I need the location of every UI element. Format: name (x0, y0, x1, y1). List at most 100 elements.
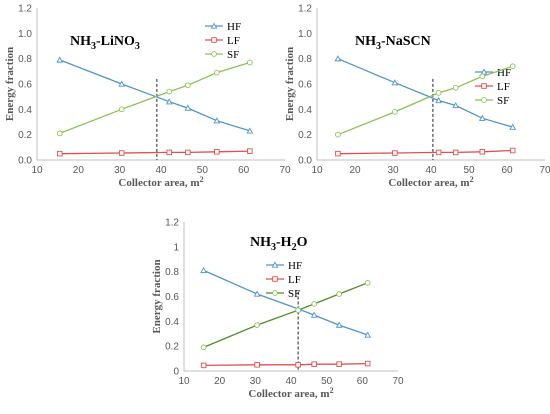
data-point-lf (364, 360, 371, 367)
x-axis-label: Collector area, m2 (388, 175, 473, 189)
x-tick-label: 30 (114, 165, 126, 176)
data-point-sf (185, 82, 191, 89)
x-axis-label-sup: 2 (200, 175, 204, 184)
chart-title: NH3-LiNO3 (70, 34, 140, 52)
data-point-lf (336, 361, 342, 367)
data-point-lf (392, 150, 398, 156)
y-tick-label: 0.2 (298, 130, 312, 141)
y-axis-label: Energy fraction (284, 47, 296, 121)
data-point-sf (364, 279, 371, 286)
x-axis-label: Collector area, m2 (248, 386, 333, 400)
title-part: -NaSCN (381, 34, 431, 49)
data-point-hf (253, 290, 261, 297)
data-point-sf (392, 109, 398, 115)
data-point-hf (213, 117, 221, 124)
x-tick-label: 50 (321, 376, 333, 387)
title-sub: 3 (376, 41, 381, 52)
data-point-hf (452, 101, 460, 109)
y-tick-label: 0.6 (18, 80, 32, 91)
data-point-hf (118, 80, 126, 87)
legend-marker-lf (481, 83, 487, 89)
y-axis-label: Energy fraction (4, 47, 16, 121)
y-axis-label: Energy fraction (151, 259, 163, 333)
y-tick-label: 0.8 (298, 54, 312, 65)
data-point-sf (311, 301, 318, 307)
chart-panel-1: 0.0 0.2 0.4 0.6 0.8 1.0 1.2 10 20 30 40 50 60 70 Colle… (4, 4, 291, 190)
data-point-sf (200, 344, 207, 351)
x-tick-label: 60 (238, 165, 250, 176)
title-sub: 3 (271, 242, 276, 253)
title-part: NH (250, 235, 271, 250)
data-point-hf (200, 266, 207, 274)
data-point-hf (310, 311, 318, 318)
data-point-lf (479, 149, 486, 155)
data-point-hf (334, 55, 342, 62)
chart-panel-2: 0.0 0.2 0.4 0.6 0.8 1.0 1.2 10 20 30 40 50 60 70 Colle… (284, 4, 550, 190)
data-point-hf (478, 114, 486, 121)
x-tick-label: 70 (279, 165, 291, 176)
data-point-lf (335, 150, 341, 157)
data-point-sf (452, 84, 459, 91)
y-tick-label: 1.0 (18, 29, 32, 40)
legend-label-sf: SF (288, 288, 300, 300)
x-axis-label-text: Collector area, m (118, 177, 199, 189)
title-part: O (297, 235, 308, 250)
x-tick-label: 60 (501, 165, 513, 176)
x-tick-label: 40 (425, 165, 437, 176)
title-part: -H (276, 235, 292, 250)
data-point-lf (452, 149, 459, 156)
legend-marker-sf (272, 290, 278, 296)
y-tick-label: 0.8 (18, 54, 32, 65)
data-point-lf (247, 148, 253, 154)
data-point-sf (247, 59, 253, 66)
y-tick-label: 0.0 (18, 156, 32, 167)
series-line-sf (337, 65, 513, 136)
data-point-sf (335, 131, 341, 138)
x-tick-label: 50 (463, 165, 475, 176)
data-point-hf (364, 331, 372, 338)
y-tick-label: 0.6 (298, 80, 312, 91)
y-tick-label: 0 (173, 367, 179, 378)
data-point-lf (214, 149, 220, 155)
series-line-hf (337, 58, 513, 128)
data-point-sf (295, 307, 301, 314)
y-tick-label: 0.4 (18, 105, 32, 116)
series-line-hf (203, 269, 368, 336)
x-tick-label: 30 (387, 165, 399, 176)
legend-label-hf: HF (227, 21, 241, 33)
chart-title: NH3-NaSCN (355, 34, 431, 52)
x-tick-label: 20 (349, 165, 361, 176)
legend-marker-sf (481, 97, 487, 103)
data-point-hf (56, 56, 64, 63)
legend-marker-hf (271, 261, 279, 268)
legend-marker-lf (211, 37, 217, 43)
y-tick-label: 1 (173, 242, 179, 253)
data-point-lf (295, 362, 301, 368)
legend-label-lf: LF (227, 35, 240, 47)
data-point-lf (166, 149, 173, 156)
data-point-hf (165, 98, 173, 105)
data-point-sf (213, 69, 220, 76)
series-line-lf (203, 362, 368, 367)
y-tick-label: 1.2 (298, 4, 312, 15)
title-part: NH (70, 34, 91, 49)
data-point-lf (254, 362, 260, 368)
x-tick-label: 40 (285, 376, 297, 387)
data-point-hf (391, 79, 399, 86)
legend-label-sf: SF (227, 49, 239, 61)
data-point-lf (118, 150, 125, 156)
x-axis-label: Collector area, m2 (118, 175, 203, 189)
y-tick-label: 1.2 (165, 218, 179, 229)
data-point-sf (336, 291, 343, 297)
chart-panel-3: 0 0.2 0.4 0.6 0.8 1 1.2 10 20 30 40 50 60 70 Collector… (151, 218, 404, 401)
title-part: NH (355, 34, 376, 49)
data-point-lf (311, 361, 317, 367)
data-point-hf (335, 321, 343, 328)
legend-marker-hf (210, 22, 218, 29)
x-tick-label: 10 (31, 165, 43, 176)
y-tick-label: 0.6 (165, 292, 179, 303)
title-part: -LiNO (96, 34, 135, 49)
x-axis-label-text: Collector area, m (248, 388, 329, 400)
x-tick-label: 70 (539, 165, 550, 176)
x-tick-label: 60 (357, 376, 369, 387)
